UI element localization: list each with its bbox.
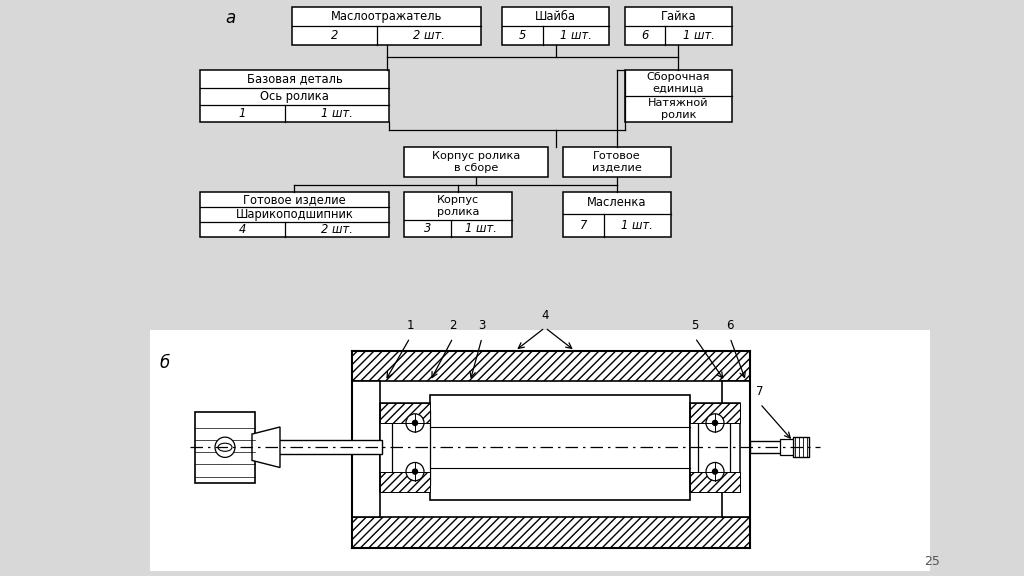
- Text: 2 шт.: 2 шт.: [414, 29, 445, 42]
- Circle shape: [713, 469, 718, 474]
- Bar: [690, 403, 740, 423]
- Bar: [380, 403, 430, 492]
- Text: 4: 4: [542, 309, 549, 321]
- Text: 25: 25: [924, 555, 940, 568]
- Bar: [404, 147, 548, 177]
- Bar: [292, 7, 481, 45]
- Bar: [690, 472, 740, 492]
- Text: б: б: [160, 354, 170, 372]
- Bar: [793, 437, 809, 457]
- Text: 7: 7: [580, 219, 588, 233]
- Text: 1 шт.: 1 шт.: [466, 222, 498, 235]
- Bar: [690, 403, 740, 492]
- Text: 1 шт.: 1 шт.: [560, 29, 592, 42]
- Circle shape: [406, 463, 424, 481]
- Bar: [252, 440, 382, 454]
- Bar: [404, 192, 512, 237]
- Bar: [200, 70, 389, 122]
- Circle shape: [413, 469, 418, 474]
- Bar: [380, 472, 430, 492]
- Bar: [352, 381, 380, 517]
- Text: Гайка: Гайка: [660, 10, 696, 23]
- Circle shape: [713, 420, 718, 426]
- Circle shape: [706, 414, 724, 432]
- Text: 2 шт.: 2 шт.: [322, 223, 353, 236]
- Bar: [722, 381, 750, 517]
- Text: Корпус ролика
в сборе: Корпус ролика в сборе: [432, 151, 520, 173]
- Ellipse shape: [218, 443, 232, 452]
- Text: 1 шт.: 1 шт.: [683, 29, 715, 42]
- Text: 3: 3: [424, 222, 431, 235]
- Bar: [430, 395, 690, 500]
- Text: Масленка: Масленка: [587, 196, 647, 210]
- Bar: [352, 517, 750, 548]
- Bar: [352, 351, 750, 381]
- Text: 1 шт.: 1 шт.: [622, 219, 653, 233]
- Bar: [380, 403, 430, 423]
- Text: Ось ролика: Ось ролика: [260, 89, 329, 103]
- Text: 1: 1: [239, 107, 246, 120]
- Bar: [625, 70, 732, 122]
- Bar: [625, 7, 732, 45]
- Text: Готовое изделие: Готовое изделие: [243, 194, 346, 206]
- Bar: [200, 192, 389, 237]
- Bar: [780, 439, 793, 456]
- Text: 1 шт.: 1 шт.: [322, 107, 353, 120]
- Text: 3: 3: [478, 319, 485, 332]
- Text: Маслоотражатель: Маслоотражатель: [331, 10, 442, 23]
- Text: 6: 6: [641, 29, 649, 42]
- Bar: [563, 147, 671, 177]
- Text: Сборочная
единица: Сборочная единица: [647, 72, 710, 93]
- Text: 5: 5: [518, 29, 526, 42]
- Text: 6: 6: [726, 319, 734, 332]
- Text: 2: 2: [450, 319, 457, 332]
- Circle shape: [215, 437, 234, 457]
- Bar: [150, 329, 930, 571]
- Text: 2: 2: [331, 29, 338, 42]
- Text: Корпус
ролика: Корпус ролика: [437, 195, 479, 217]
- Bar: [502, 7, 609, 45]
- Text: Шайба: Шайба: [535, 10, 577, 23]
- Bar: [750, 441, 795, 453]
- Text: 5: 5: [691, 319, 698, 332]
- Polygon shape: [252, 427, 280, 468]
- Circle shape: [413, 420, 418, 426]
- Text: а: а: [225, 9, 236, 28]
- Text: Базовая деталь: Базовая деталь: [247, 73, 342, 85]
- Text: Готовое
изделие: Готовое изделие: [592, 151, 642, 173]
- Bar: [195, 412, 255, 483]
- Bar: [563, 192, 671, 237]
- Bar: [698, 410, 730, 485]
- Circle shape: [706, 463, 724, 481]
- Text: 1: 1: [407, 319, 414, 332]
- Text: Натяжной
ролик: Натяжной ролик: [648, 98, 709, 120]
- Bar: [392, 410, 430, 485]
- Circle shape: [406, 414, 424, 432]
- Text: 4: 4: [239, 223, 246, 236]
- Text: Шарикоподшипник: Шарикоподшипник: [236, 208, 353, 221]
- Text: 7: 7: [757, 385, 764, 397]
